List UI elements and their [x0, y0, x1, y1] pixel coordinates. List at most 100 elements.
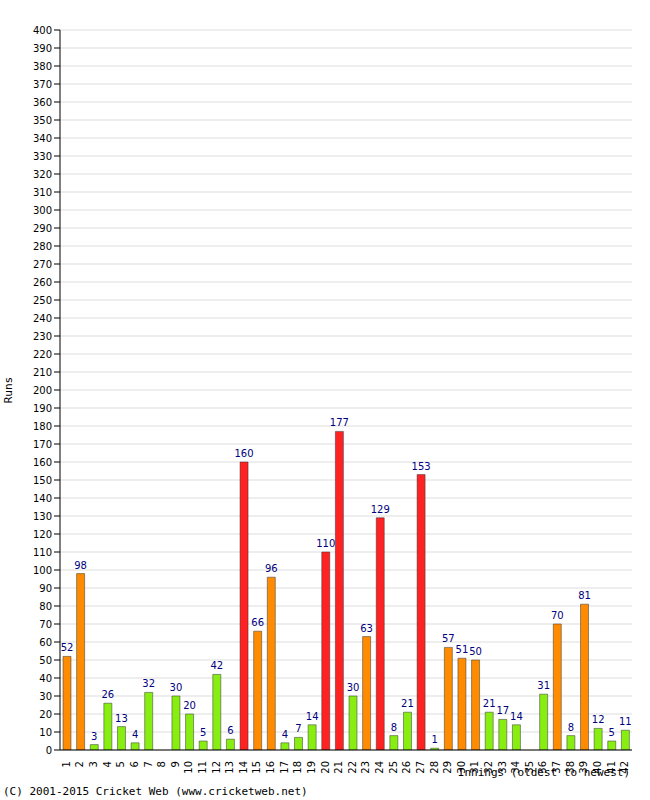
svg-text:350: 350 [33, 115, 52, 126]
svg-text:26: 26 [401, 761, 412, 774]
svg-text:31: 31 [537, 680, 550, 691]
svg-text:200: 200 [33, 385, 52, 396]
svg-text:177: 177 [330, 417, 349, 428]
svg-text:310: 310 [33, 187, 52, 198]
svg-text:250: 250 [33, 295, 52, 306]
svg-text:21: 21 [333, 761, 344, 774]
svg-text:57: 57 [442, 633, 455, 644]
svg-text:140: 140 [33, 493, 52, 504]
svg-text:153: 153 [412, 461, 431, 472]
svg-text:12: 12 [211, 761, 222, 774]
svg-text:66: 66 [251, 617, 264, 628]
svg-text:8: 8 [391, 722, 397, 733]
svg-text:3: 3 [88, 761, 99, 767]
svg-text:4: 4 [132, 729, 138, 740]
svg-text:51: 51 [456, 644, 469, 655]
svg-text:300: 300 [33, 205, 52, 216]
svg-text:11: 11 [619, 716, 632, 727]
svg-text:17: 17 [496, 705, 509, 716]
svg-text:21: 21 [483, 698, 496, 709]
svg-text:63: 63 [360, 623, 373, 634]
svg-text:60: 60 [39, 637, 52, 648]
svg-text:0: 0 [46, 745, 52, 756]
svg-text:8: 8 [156, 761, 167, 767]
svg-text:17: 17 [279, 761, 290, 774]
svg-text:30: 30 [39, 691, 52, 702]
svg-text:24: 24 [374, 761, 385, 774]
svg-text:52: 52 [61, 642, 74, 653]
svg-text:32: 32 [142, 678, 155, 689]
svg-text:20: 20 [183, 700, 196, 711]
svg-text:Runs: Runs [8, 377, 15, 404]
svg-text:11: 11 [197, 761, 208, 774]
svg-text:27: 27 [415, 761, 426, 774]
svg-text:30: 30 [347, 682, 360, 693]
svg-text:129: 129 [371, 504, 390, 515]
svg-text:50: 50 [39, 655, 52, 666]
svg-text:30: 30 [170, 682, 183, 693]
svg-text:5: 5 [609, 727, 615, 738]
svg-text:230: 230 [33, 331, 52, 342]
svg-text:90: 90 [39, 583, 52, 594]
svg-text:400: 400 [33, 25, 52, 36]
svg-text:4: 4 [282, 729, 288, 740]
svg-text:160: 160 [235, 448, 254, 459]
svg-text:96: 96 [265, 563, 278, 574]
svg-text:25: 25 [388, 761, 399, 774]
svg-text:180: 180 [33, 421, 52, 432]
svg-text:210: 210 [33, 367, 52, 378]
svg-text:10: 10 [39, 727, 52, 738]
svg-text:20: 20 [39, 709, 52, 720]
svg-text:70: 70 [551, 610, 564, 621]
svg-text:390: 390 [33, 43, 52, 54]
svg-text:280: 280 [33, 241, 52, 252]
svg-text:12: 12 [592, 714, 605, 725]
svg-text:80: 80 [39, 601, 52, 612]
svg-text:26: 26 [101, 689, 114, 700]
svg-text:260: 260 [33, 277, 52, 288]
svg-text:370: 370 [33, 79, 52, 90]
svg-text:7: 7 [295, 723, 301, 734]
svg-text:23: 23 [360, 761, 371, 774]
svg-text:380: 380 [33, 61, 52, 72]
svg-text:130: 130 [33, 511, 52, 522]
svg-text:16: 16 [265, 761, 276, 774]
svg-text:100: 100 [33, 565, 52, 576]
svg-text:15: 15 [251, 761, 262, 774]
svg-text:120: 120 [33, 529, 52, 540]
svg-text:5: 5 [200, 727, 206, 738]
svg-text:290: 290 [33, 223, 52, 234]
svg-text:110: 110 [316, 538, 335, 549]
svg-text:81: 81 [578, 590, 591, 601]
svg-text:6: 6 [227, 725, 233, 736]
svg-text:14: 14 [306, 711, 319, 722]
svg-text:170: 170 [33, 439, 52, 450]
svg-text:13: 13 [224, 761, 235, 774]
svg-text:29: 29 [442, 761, 453, 774]
svg-text:5: 5 [115, 761, 126, 767]
svg-text:18: 18 [292, 761, 303, 774]
svg-text:240: 240 [33, 313, 52, 324]
svg-text:1: 1 [61, 761, 72, 767]
svg-text:7: 7 [143, 761, 154, 767]
svg-text:19: 19 [306, 761, 317, 774]
svg-text:360: 360 [33, 97, 52, 108]
svg-text:10: 10 [183, 761, 194, 774]
svg-text:330: 330 [33, 151, 52, 162]
svg-text:220: 220 [33, 349, 52, 360]
svg-text:13: 13 [115, 713, 128, 724]
svg-text:4: 4 [102, 761, 113, 767]
svg-text:320: 320 [33, 169, 52, 180]
svg-text:70: 70 [39, 619, 52, 630]
svg-text:2: 2 [74, 761, 85, 767]
svg-text:150: 150 [33, 475, 52, 486]
svg-text:20: 20 [320, 761, 331, 774]
svg-text:22: 22 [347, 761, 358, 774]
svg-text:160: 160 [33, 457, 52, 468]
svg-text:42: 42 [210, 660, 223, 671]
svg-text:8: 8 [568, 722, 574, 733]
svg-text:190: 190 [33, 403, 52, 414]
svg-text:340: 340 [33, 133, 52, 144]
svg-text:110: 110 [33, 547, 52, 558]
svg-text:14: 14 [238, 761, 249, 774]
